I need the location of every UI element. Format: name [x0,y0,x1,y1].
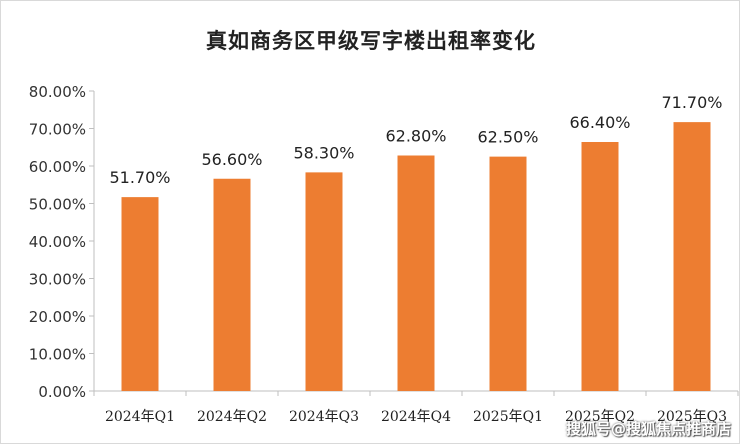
bar [673,122,711,391]
bar [121,197,159,391]
x-tick-label: 2024年Q2 [197,409,267,425]
x-tick-label: 2024年Q1 [105,409,175,425]
y-tick-label: 30.00% [29,271,86,289]
bar [305,172,343,391]
x-tick-label: 2024年Q4 [381,409,451,425]
data-label: 62.50% [477,128,538,147]
y-tick-label: 40.00% [29,233,86,251]
bar [581,142,619,391]
bar [397,155,435,391]
data-label: 62.80% [385,127,446,146]
data-label: 51.70% [109,168,170,187]
data-label: 56.60% [201,150,262,169]
bar [213,178,251,391]
y-tick-label: 20.00% [29,308,86,326]
x-tick-label: 2024年Q3 [289,409,359,425]
x-tick-label: 2025年Q3 [657,409,727,425]
data-label: 71.70% [661,93,722,112]
x-tick-label: 2025年Q2 [565,409,635,425]
bar [489,156,527,391]
y-tick-label: 0.00% [38,383,86,401]
chart-title: 真如商务区甲级写字楼出租率变化 [206,28,536,53]
y-tick-label: 50.00% [29,196,86,214]
y-tick-label: 80.00% [29,83,86,101]
y-tick-label: 60.00% [29,158,86,176]
watermark-text: 搜狐号@搜狐焦点推商店 [565,420,731,438]
data-label: 58.30% [293,143,354,162]
x-tick-label: 2025年Q1 [473,409,543,425]
data-label: 66.40% [569,113,630,132]
y-tick-label: 10.00% [29,346,86,364]
y-tick-label: 70.00% [29,121,86,139]
